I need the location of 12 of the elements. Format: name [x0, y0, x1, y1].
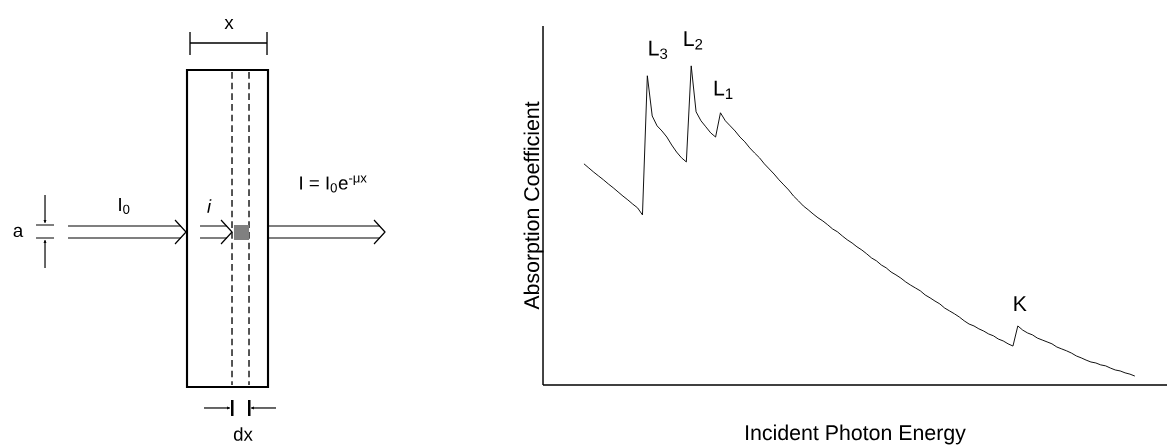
annotation: K	[1014, 296, 1027, 311]
text: x	[224, 19, 234, 29]
text: i	[207, 199, 212, 213]
text: a	[13, 226, 24, 238]
text: L$_{2}$	[684, 31, 703, 50]
annotation: L$_{1}$	[714, 80, 733, 99]
text: dx	[233, 427, 253, 441]
text: L$_{3}$	[649, 40, 668, 60]
x-axis-title: Incident Photon Energy	[746, 424, 966, 445]
y-axis-title: Absorption Coefficient	[523, 101, 544, 310]
text: I$_{0}$	[119, 198, 130, 214]
text: I = I$_{0}$e$^{-μx}$	[300, 175, 367, 193]
